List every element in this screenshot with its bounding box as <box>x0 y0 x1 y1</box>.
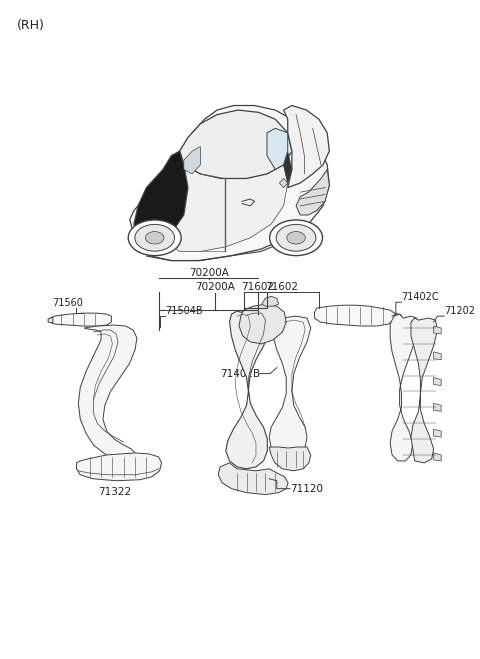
Polygon shape <box>218 463 288 495</box>
Text: 71120: 71120 <box>290 484 323 494</box>
Polygon shape <box>433 403 441 411</box>
Polygon shape <box>433 453 441 461</box>
Polygon shape <box>134 151 188 252</box>
Ellipse shape <box>135 225 175 251</box>
Polygon shape <box>50 313 111 326</box>
Polygon shape <box>390 314 419 461</box>
Polygon shape <box>269 316 311 455</box>
Polygon shape <box>284 105 329 188</box>
Ellipse shape <box>145 231 164 244</box>
Text: 70200A: 70200A <box>195 282 235 293</box>
Polygon shape <box>226 310 271 469</box>
Polygon shape <box>433 352 441 360</box>
Polygon shape <box>284 151 292 183</box>
Text: 71602: 71602 <box>265 282 298 293</box>
Polygon shape <box>130 105 329 260</box>
Polygon shape <box>267 129 288 169</box>
Polygon shape <box>433 429 441 437</box>
Polygon shape <box>163 165 288 252</box>
Polygon shape <box>184 146 201 174</box>
Polygon shape <box>269 447 311 471</box>
Text: 71402C: 71402C <box>401 292 439 302</box>
Polygon shape <box>433 378 441 386</box>
Polygon shape <box>296 169 329 215</box>
Text: 71402B: 71402B <box>220 368 260 379</box>
Polygon shape <box>279 179 288 188</box>
Text: (RH): (RH) <box>16 19 44 32</box>
Text: 71202: 71202 <box>444 306 475 316</box>
Polygon shape <box>180 110 292 179</box>
Ellipse shape <box>128 220 181 256</box>
Text: 71322: 71322 <box>98 486 131 497</box>
Text: 71602: 71602 <box>241 282 275 293</box>
Polygon shape <box>76 453 161 480</box>
Polygon shape <box>48 317 53 323</box>
Ellipse shape <box>276 225 316 251</box>
Polygon shape <box>396 313 401 321</box>
Ellipse shape <box>270 220 323 256</box>
Polygon shape <box>262 297 279 306</box>
Text: 71504B: 71504B <box>165 306 203 316</box>
Text: 71560: 71560 <box>52 298 83 308</box>
Polygon shape <box>78 325 137 461</box>
Polygon shape <box>433 326 441 334</box>
Ellipse shape <box>287 231 305 244</box>
Polygon shape <box>411 318 437 463</box>
Polygon shape <box>314 305 396 326</box>
Polygon shape <box>239 304 286 344</box>
Text: 70200A: 70200A <box>189 268 228 279</box>
